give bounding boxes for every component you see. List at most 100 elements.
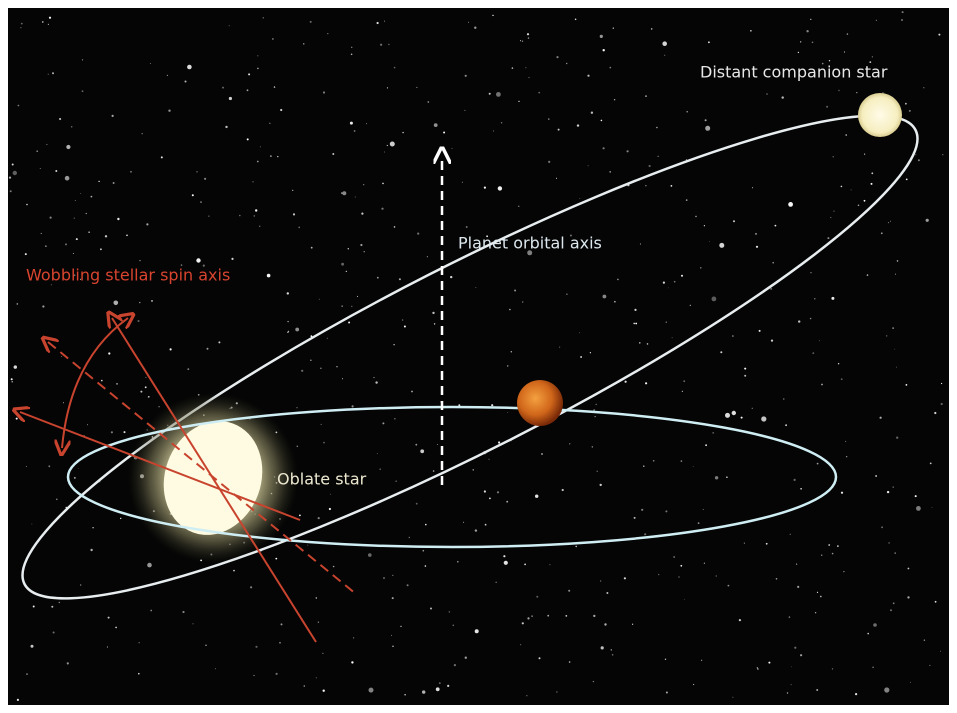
- star: [206, 347, 209, 350]
- star: [845, 440, 847, 442]
- star: [15, 417, 18, 420]
- star: [880, 232, 883, 235]
- star: [869, 61, 872, 63]
- star: [673, 556, 675, 558]
- star: [774, 224, 777, 227]
- star: [775, 578, 778, 580]
- star: [602, 147, 605, 150]
- star: [738, 619, 742, 622]
- star: [354, 196, 356, 198]
- star: [382, 182, 384, 185]
- star: [840, 378, 843, 381]
- star: [233, 569, 235, 572]
- star: [609, 66, 612, 69]
- star: [761, 416, 767, 422]
- star: [806, 30, 809, 33]
- star: [896, 436, 899, 439]
- star: [931, 507, 933, 508]
- star: [310, 246, 313, 249]
- star: [727, 584, 730, 587]
- star: [110, 431, 113, 434]
- star: [432, 470, 435, 472]
- star: [100, 248, 102, 251]
- star: [548, 118, 550, 120]
- star: [204, 177, 207, 180]
- star: [269, 122, 271, 124]
- star: [925, 218, 929, 222]
- star: [695, 215, 697, 218]
- star: [483, 186, 486, 189]
- star: [147, 396, 150, 398]
- star: [40, 232, 42, 234]
- star: [351, 46, 353, 48]
- star: [45, 245, 47, 247]
- star: [296, 407, 298, 409]
- star: [320, 367, 322, 369]
- star: [497, 186, 503, 191]
- star: [90, 548, 93, 552]
- star: [180, 264, 183, 266]
- star: [714, 476, 719, 480]
- star: [794, 646, 797, 649]
- star: [42, 305, 45, 308]
- star: [832, 156, 834, 158]
- star: [380, 43, 383, 46]
- star: [55, 170, 58, 172]
- star: [425, 523, 427, 526]
- star: [703, 225, 706, 227]
- star: [938, 33, 941, 36]
- star: [231, 257, 234, 260]
- star: [303, 43, 305, 45]
- star: [610, 649, 612, 651]
- star: [701, 659, 703, 661]
- star: [74, 200, 76, 201]
- star: [400, 625, 402, 628]
- star: [645, 185, 647, 187]
- star: [595, 403, 597, 406]
- star: [140, 390, 143, 393]
- star: [789, 533, 791, 535]
- star: [837, 363, 840, 365]
- star: [299, 514, 301, 517]
- star: [39, 168, 41, 169]
- star: [126, 234, 128, 237]
- star: [812, 352, 815, 354]
- star: [357, 295, 358, 297]
- star: [681, 390, 684, 392]
- star: [310, 359, 312, 361]
- star: [575, 545, 577, 548]
- star: [92, 527, 94, 529]
- star: [10, 378, 13, 381]
- star: [52, 631, 55, 634]
- star: [262, 17, 264, 19]
- star: [670, 185, 673, 187]
- star: [187, 368, 190, 370]
- star: [632, 623, 634, 625]
- star: [275, 672, 278, 676]
- star: [145, 376, 147, 378]
- star: [200, 201, 202, 204]
- star: [867, 632, 869, 635]
- star: [16, 698, 19, 702]
- star: [940, 650, 941, 652]
- star: [307, 544, 309, 546]
- star: [322, 689, 325, 692]
- star: [416, 86, 418, 88]
- star: [639, 243, 641, 245]
- star-field: [8, 11, 944, 702]
- star: [402, 131, 404, 134]
- star: [556, 177, 557, 179]
- star: [680, 460, 683, 462]
- companion-star: [858, 93, 902, 137]
- star: [511, 67, 514, 69]
- star: [797, 585, 800, 589]
- star: [896, 366, 897, 368]
- star: [36, 150, 38, 152]
- star: [506, 365, 509, 367]
- star: [809, 317, 812, 320]
- star: [379, 468, 381, 470]
- star: [857, 204, 860, 207]
- star: [330, 493, 332, 495]
- companion-label: Distant companion star: [700, 63, 888, 82]
- star: [273, 86, 276, 88]
